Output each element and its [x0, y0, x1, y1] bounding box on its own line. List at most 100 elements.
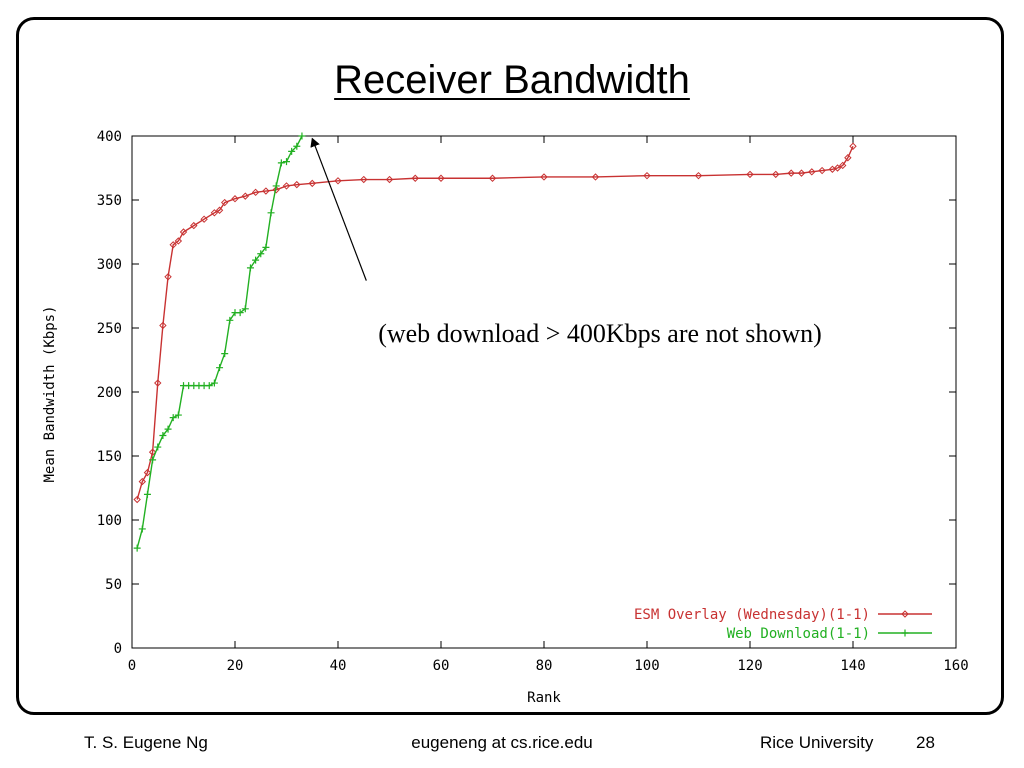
data-point — [838, 161, 847, 170]
data-point — [787, 169, 795, 177]
legend-marker — [901, 629, 909, 637]
data-point — [190, 221, 198, 230]
data-point — [385, 175, 394, 184]
data-point — [833, 164, 842, 172]
data-point — [252, 256, 260, 264]
series-line — [136, 145, 854, 500]
series-esm-overlay — [133, 142, 857, 504]
x-tick-label: 100 — [634, 658, 659, 674]
data-point — [360, 175, 368, 184]
data-point — [288, 147, 296, 155]
data-point — [221, 350, 229, 358]
y-tick-label: 350 — [97, 193, 122, 209]
data-point — [236, 309, 244, 317]
data-point — [283, 158, 290, 166]
data-point — [241, 192, 250, 200]
x-tick-label: 160 — [943, 658, 968, 674]
data-point — [267, 209, 275, 217]
footer-page-number: 28 — [916, 733, 935, 752]
data-point — [174, 237, 183, 245]
data-point — [200, 215, 208, 223]
data-point — [164, 273, 172, 281]
data-point — [844, 154, 852, 162]
data-point — [277, 159, 285, 167]
x-tick-label: 60 — [433, 658, 450, 674]
legend: ESM Overlay (Wednesday)(1-1) Web Download… — [634, 607, 932, 642]
data-point — [138, 477, 147, 486]
data-point — [174, 411, 182, 419]
data-point — [437, 174, 445, 182]
data-point — [293, 142, 301, 150]
x-tick-label: 40 — [330, 658, 347, 674]
x-tick-label: 120 — [737, 658, 762, 674]
data-point — [154, 379, 162, 387]
slide-frame — [16, 17, 1004, 715]
data-point — [591, 173, 600, 181]
x-tick-label: 140 — [840, 658, 865, 674]
data-point — [154, 443, 162, 451]
data-point — [210, 209, 219, 217]
annotation-text: (web download > 400Kbps are not shown) — [378, 319, 822, 348]
y-tick-label: 250 — [97, 321, 122, 337]
footer-org: Rice University — [760, 733, 874, 752]
data-point — [149, 456, 157, 464]
data-point — [231, 195, 239, 203]
data-point — [133, 544, 141, 552]
data-point — [643, 171, 651, 180]
data-point — [210, 379, 218, 387]
slide-title: Receiver Bandwidth — [334, 58, 690, 102]
y-tick-label: 300 — [97, 257, 122, 273]
data-point — [169, 241, 177, 249]
data-point — [205, 382, 213, 390]
y-tick-label: 400 — [97, 129, 122, 145]
data-point — [241, 305, 249, 313]
annotation-arrow — [310, 137, 367, 281]
data-point — [262, 243, 270, 251]
data-point — [540, 173, 548, 181]
y-tick-label: 100 — [97, 513, 122, 529]
legend-entry-label: ESM Overlay (Wednesday)(1-1) — [634, 607, 870, 623]
data-point — [148, 448, 157, 456]
x-axis-ticks: 0 20 40 60 80 100 120 140 160 — [128, 136, 969, 674]
data-point — [216, 364, 224, 372]
data-point — [772, 170, 780, 179]
data-point — [143, 490, 151, 498]
data-point — [169, 414, 177, 422]
data-point — [262, 187, 270, 195]
data-point — [488, 174, 497, 182]
data-point — [746, 170, 754, 179]
data-point — [272, 182, 280, 190]
data-point — [215, 206, 224, 214]
x-tick-label: 0 — [128, 658, 136, 674]
data-point — [138, 525, 146, 533]
x-tick-label: 80 — [536, 658, 553, 674]
plot-frame — [131, 135, 957, 649]
data-point — [334, 177, 342, 185]
y-tick-label: 200 — [97, 385, 122, 401]
y-axis-label: Mean Bandwidth (Kbps) — [42, 305, 58, 482]
data-point — [159, 432, 167, 440]
data-point — [797, 169, 806, 177]
data-point — [257, 250, 265, 258]
y-tick-label: 50 — [105, 577, 122, 593]
footer-email: eugeneng at cs.rice.edu — [411, 733, 593, 752]
y-axis-ticks: 0 50 100 150 200 250 300 350 400 — [97, 129, 956, 657]
data-point — [272, 186, 280, 194]
series-layer — [133, 132, 857, 552]
data-point — [246, 264, 254, 272]
data-point — [694, 171, 703, 180]
data-point — [818, 166, 826, 175]
data-point — [133, 495, 141, 504]
data-point — [849, 142, 857, 150]
data-point — [808, 168, 816, 176]
y-tick-label: 150 — [97, 449, 122, 465]
footer-author: T. S. Eugene Ng — [84, 733, 208, 752]
y-tick-label: 0 — [114, 641, 122, 657]
x-tick-label: 20 — [227, 658, 244, 674]
data-point — [251, 188, 260, 197]
data-point — [164, 425, 172, 433]
data-point — [220, 198, 229, 207]
data-point — [143, 468, 152, 477]
legend-marker — [901, 610, 909, 618]
